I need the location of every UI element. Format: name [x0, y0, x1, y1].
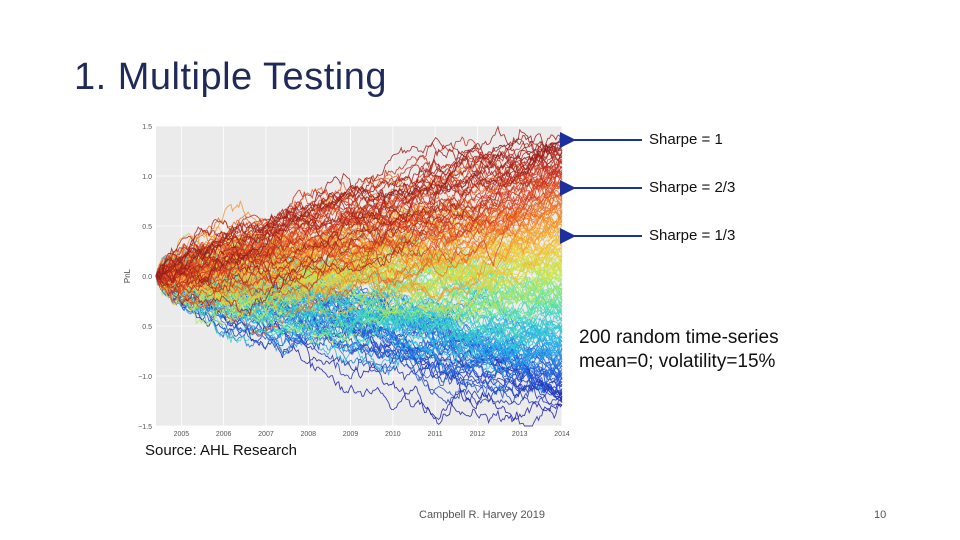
- series-line: [155, 140, 563, 278]
- series-line: [155, 151, 562, 285]
- series-line: [155, 148, 563, 290]
- series-line: [155, 142, 563, 295]
- y-tick-label: −1.5: [138, 424, 152, 431]
- series-line: [155, 133, 563, 291]
- y-tick-label: 0.0: [142, 274, 152, 281]
- series-line: [155, 151, 563, 277]
- series-line: [155, 168, 563, 278]
- x-tick-label: 2008: [300, 431, 316, 438]
- page-number: 10: [874, 509, 887, 521]
- slide-title: 1. Multiple Testing: [74, 56, 387, 98]
- x-tick-label: 2005: [174, 431, 190, 438]
- x-tick-label: 2010: [385, 431, 401, 438]
- series-line: [155, 275, 563, 370]
- series-line: [155, 267, 563, 361]
- annotation-sharpe-1-3: Sharpe = 1/3: [649, 227, 736, 244]
- series-line: [155, 165, 563, 298]
- x-tick-label: 2013: [512, 431, 528, 438]
- y-tick-labels: 1.5 1.0 0.5 0.0 0.5 −1.0 −1.5: [138, 124, 152, 431]
- series-description-line2: mean=0; volatility=15%: [579, 351, 776, 372]
- y-tick-label: 0.5: [142, 224, 152, 231]
- series-line: [155, 189, 563, 277]
- source-caption: Source: AHL Research: [145, 442, 298, 459]
- series-line: [155, 190, 563, 317]
- series-description-line1: 200 random time-series: [579, 327, 779, 348]
- x-tick-label: 2014: [554, 431, 570, 438]
- series-line: [155, 140, 563, 316]
- y-tick-label: 1.5: [142, 124, 152, 131]
- y-axis-label: PnL: [123, 268, 132, 283]
- series-line: [155, 173, 563, 293]
- y-tick-label: −1.0: [138, 374, 152, 381]
- series-line: [155, 177, 563, 337]
- series-line: [155, 180, 563, 308]
- series-line: [155, 275, 563, 425]
- series-line: [155, 139, 563, 277]
- annotation-sharpe-2-3: Sharpe = 2/3: [649, 179, 736, 196]
- footer-author: Campbell R. Harvey 2019: [419, 509, 545, 521]
- series-line: [155, 135, 563, 284]
- y-tick-label: 0.5: [142, 324, 152, 331]
- x-tick-label: 2012: [470, 431, 486, 438]
- series-line: [155, 202, 563, 292]
- y-tick-label: 1.0: [142, 174, 152, 181]
- series-line: [155, 148, 563, 278]
- annotation-sharpe-1: Sharpe = 1: [649, 131, 723, 148]
- series-line: [155, 275, 563, 345]
- series-lines: [155, 125, 563, 427]
- series-line: [155, 169, 563, 287]
- series-description: 200 random time-series mean=0; volatilit…: [579, 326, 779, 374]
- series-line: [155, 275, 563, 388]
- x-tick-labels: 2005 2006 2007 2008 2009 2010 2011 2012 2013 2014: [174, 431, 570, 438]
- x-tick-label: 2011: [428, 431, 443, 438]
- series-line: [155, 144, 563, 282]
- series-line: [155, 145, 563, 281]
- series-line: [155, 147, 563, 277]
- pnl-chart: 1.5 1.0 0.5 0.0 0.5 −1.0 −1.5 2005 2006 2007 2008…: [123, 124, 570, 438]
- x-tick-label: 2009: [343, 431, 359, 438]
- x-tick-label: 2007: [258, 431, 274, 438]
- x-tick-label: 2006: [216, 431, 232, 438]
- series-line: [155, 231, 563, 320]
